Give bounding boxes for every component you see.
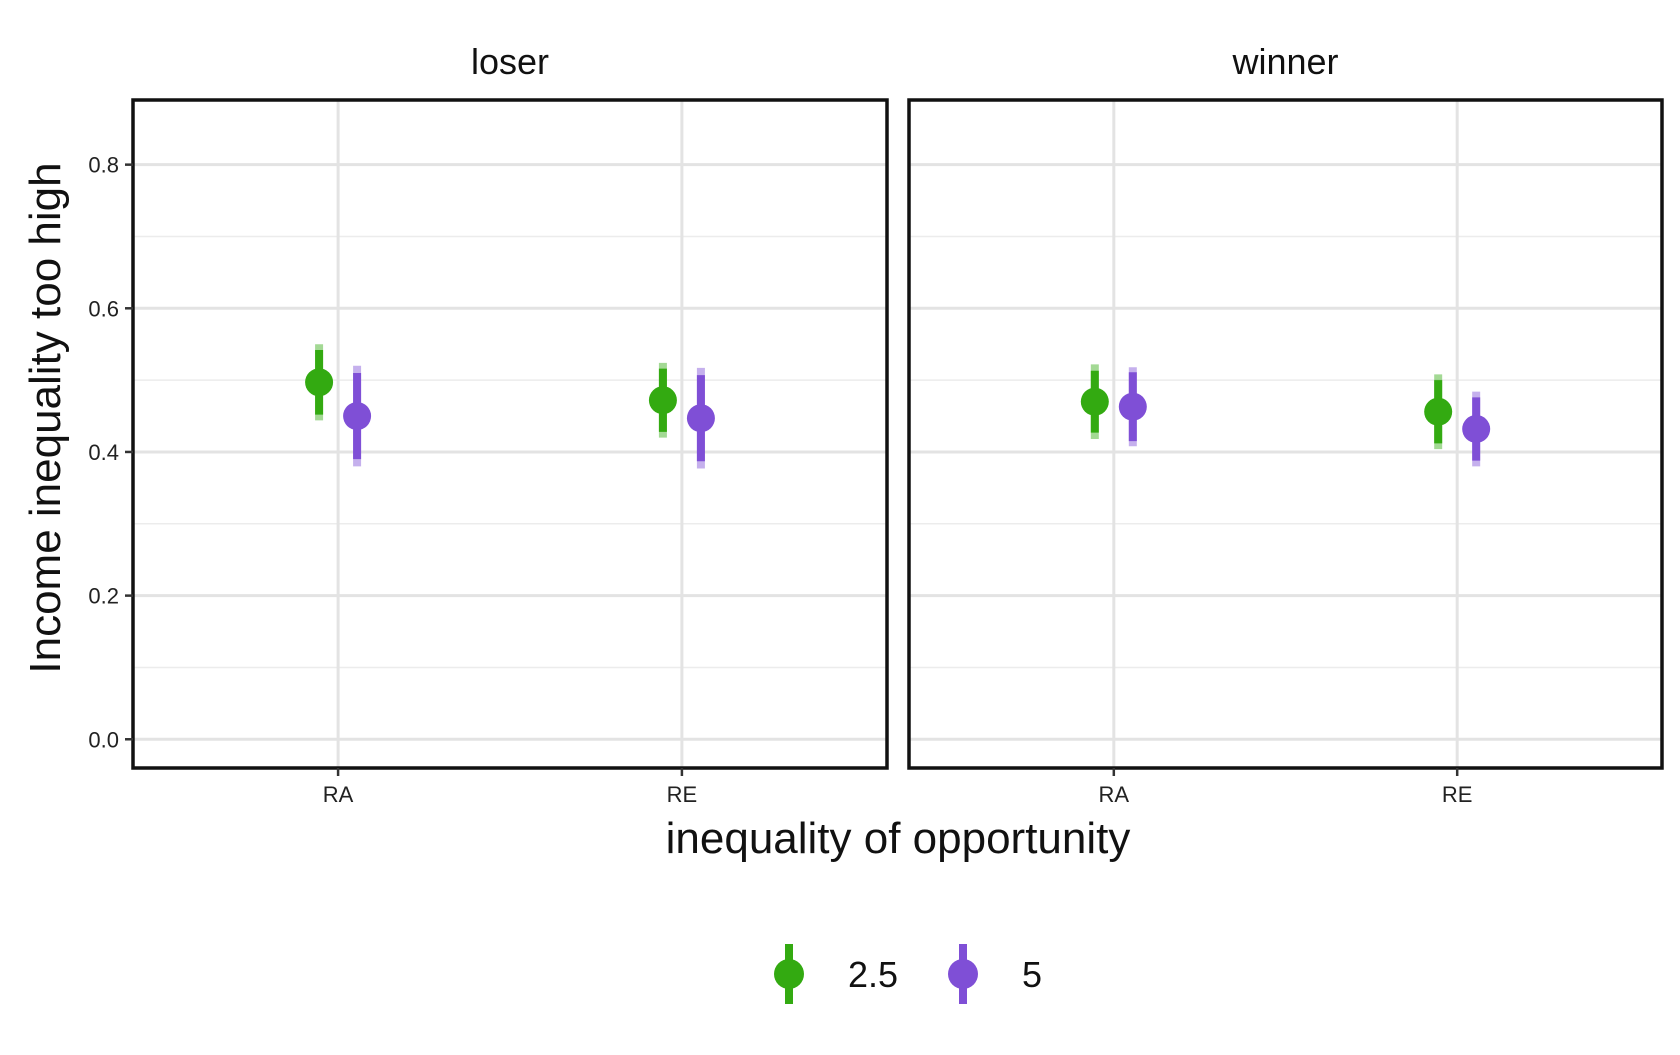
legend: 2.5 5	[774, 944, 1042, 1004]
point-2.5-RE	[1424, 397, 1453, 426]
legend-key-point	[948, 959, 978, 989]
facet-title: loser	[471, 41, 549, 82]
legend-item-5: 5	[948, 944, 1042, 1004]
y-axis-title: Income inequality too high	[21, 162, 70, 673]
panel-loser: loser RA RE 0.0 0.2 0.4 0.6 0.8	[88, 41, 889, 807]
panel-border	[907, 98, 1664, 770]
panel-border	[131, 98, 889, 770]
panel-winner: winner RA RE	[907, 41, 1664, 807]
y-tick-label: 0.4	[88, 440, 119, 465]
y-tick-label: 0.8	[88, 153, 119, 178]
point-5-RA	[1118, 392, 1147, 421]
point-2.5-RA	[305, 368, 334, 397]
legend-label: 5	[1022, 954, 1042, 995]
point-5-RE	[686, 404, 715, 433]
y-tick-label: 0.0	[88, 727, 119, 752]
x-tick-label: RE	[1442, 782, 1473, 807]
facet-title: winner	[1231, 41, 1338, 82]
x-tick-label: RE	[667, 782, 698, 807]
point-2.5-RE	[648, 386, 677, 415]
x-tick-label: RA	[323, 782, 354, 807]
point-5-RE	[1462, 414, 1491, 443]
panels-layer: loser RA RE 0.0 0.2 0.4 0.6 0.8 winner RA RE	[88, 41, 1664, 807]
legend-key-point	[774, 959, 804, 989]
legend-item-2.5: 2.5	[774, 944, 898, 1004]
legend-label: 2.5	[848, 954, 898, 995]
point-2.5-RA	[1080, 387, 1109, 416]
y-tick-label: 0.6	[88, 296, 119, 321]
y-tick-label: 0.2	[88, 584, 119, 609]
x-axis-title: inequality of opportunity	[666, 814, 1131, 863]
x-tick-label: RA	[1099, 782, 1130, 807]
point-5-RA	[343, 402, 372, 431]
